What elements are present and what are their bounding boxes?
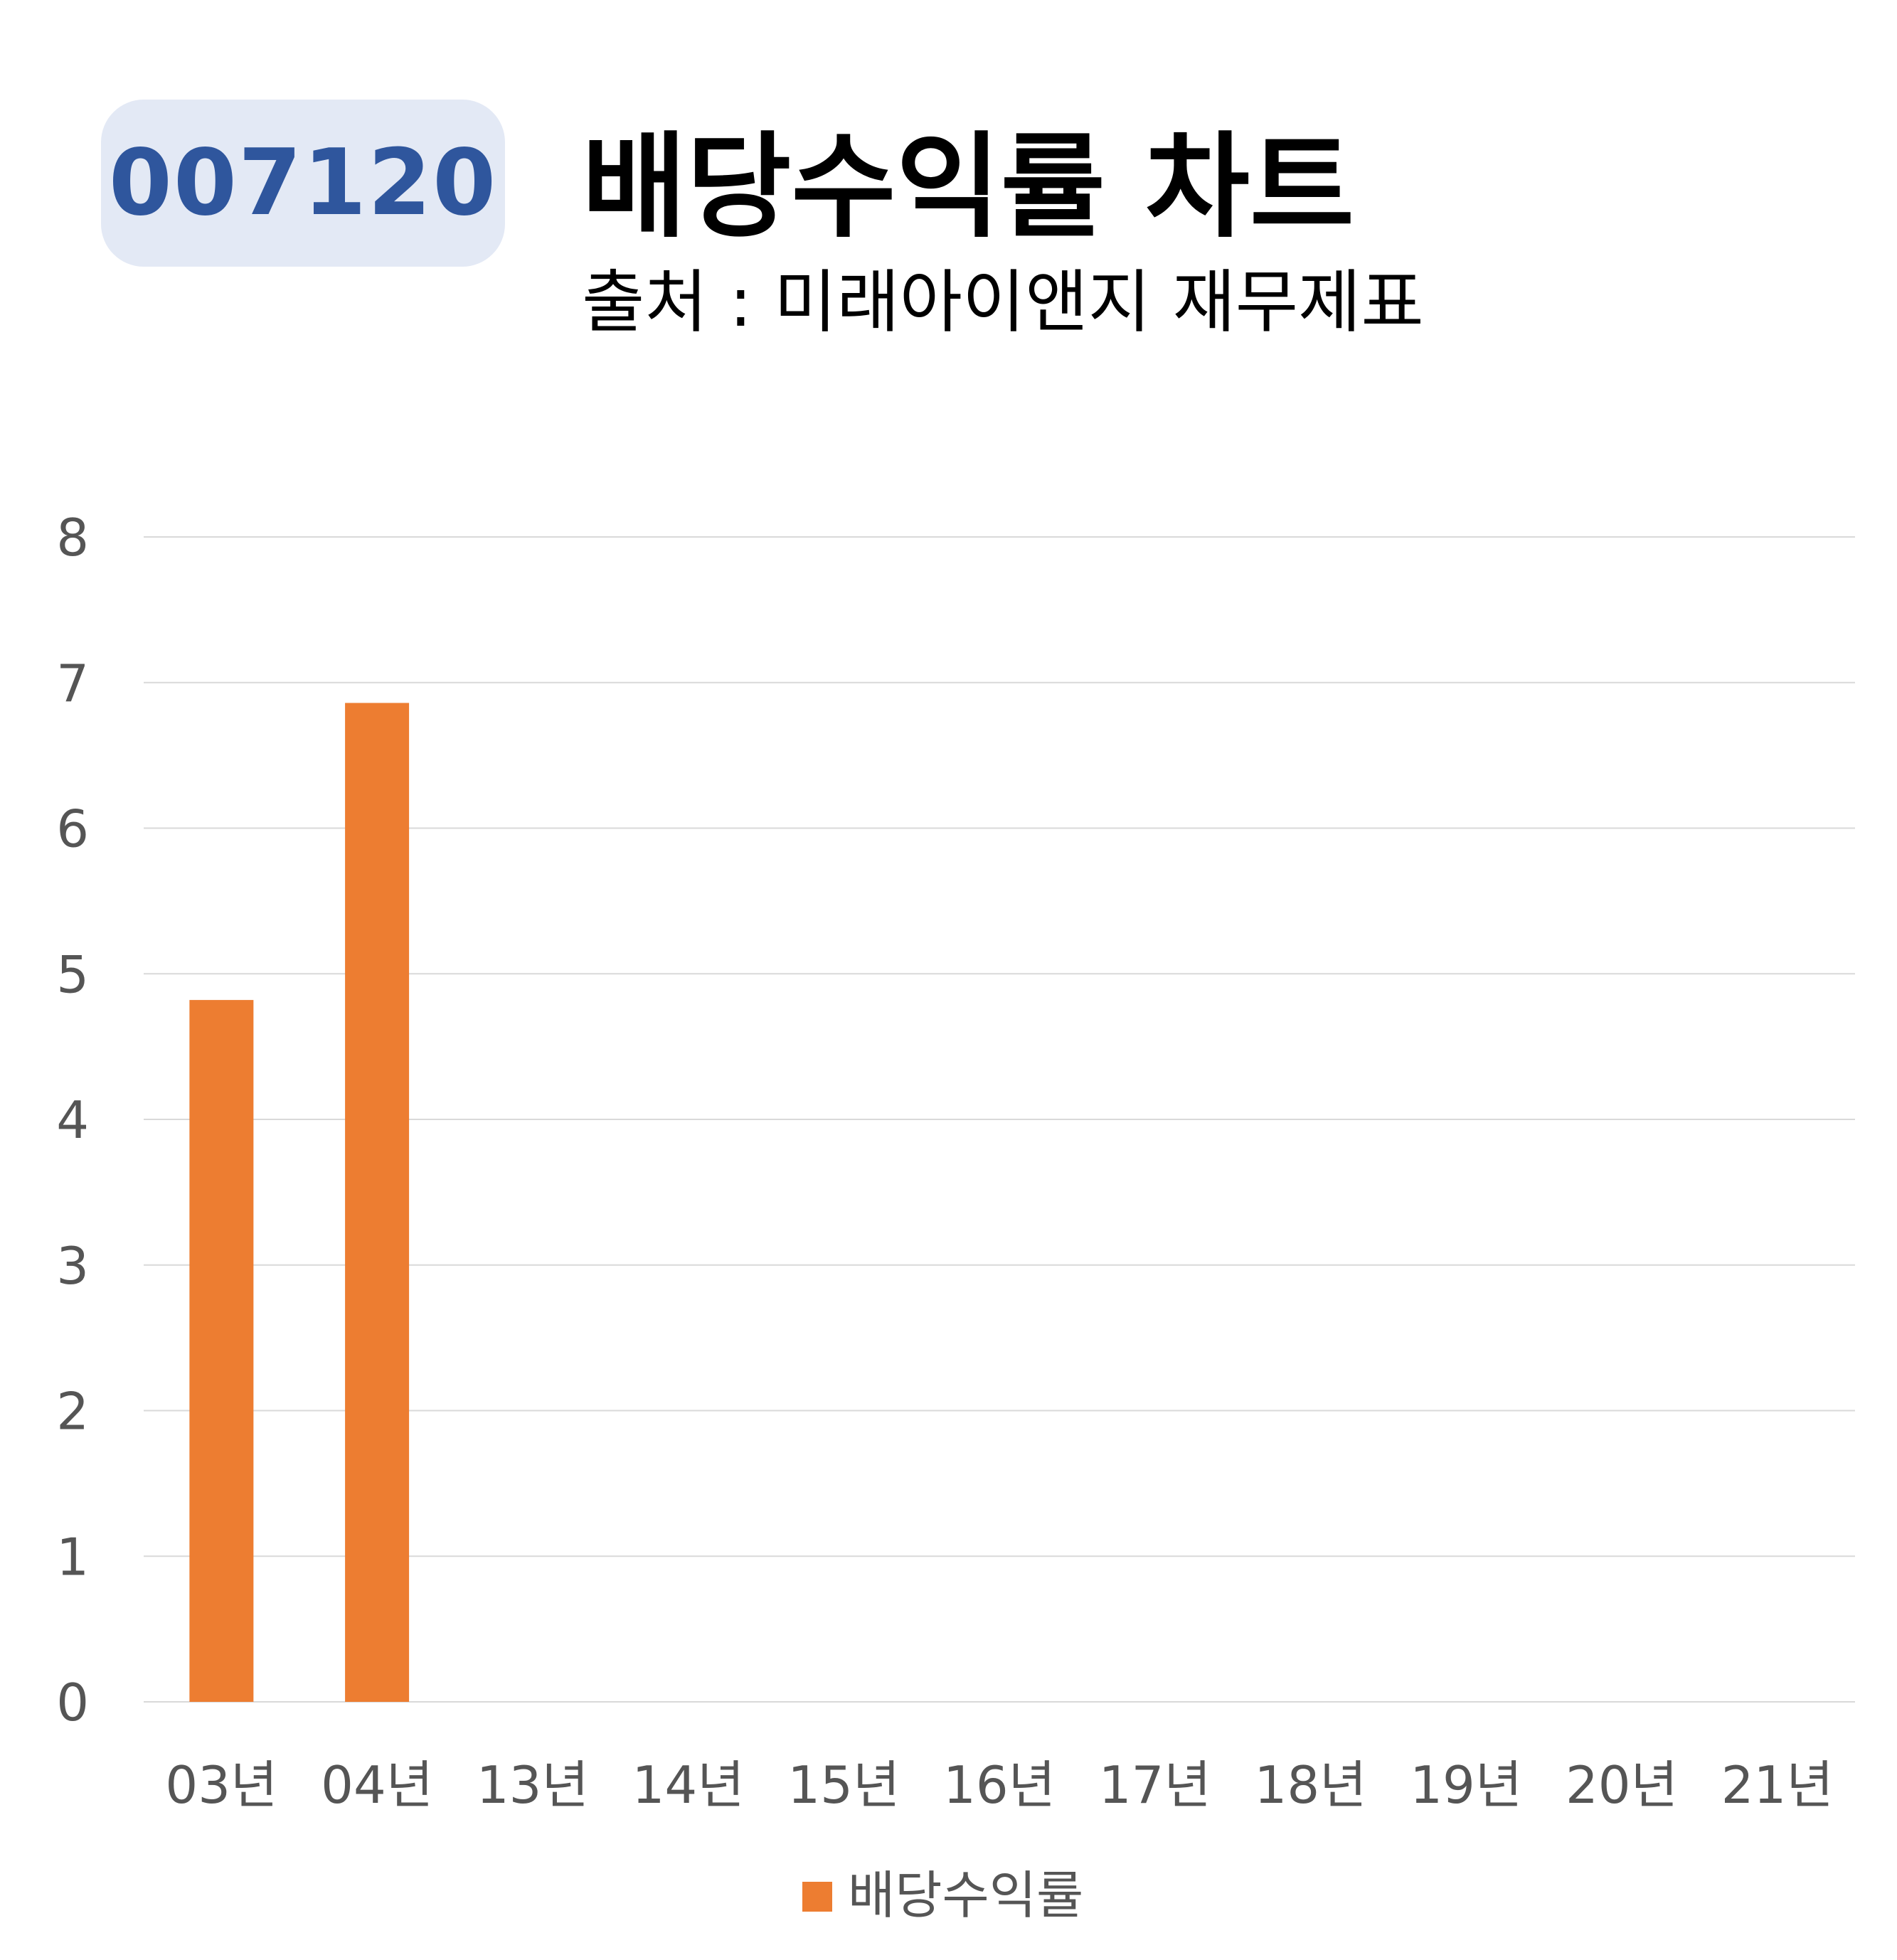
y-tick-label: 5 xyxy=(56,944,89,1004)
y-tick-label: 1 xyxy=(56,1527,89,1587)
y-tick-label: 7 xyxy=(56,654,89,713)
x-tick-label: 19년 xyxy=(1410,1755,1522,1815)
chart-title: 배당수익률 차트 xyxy=(582,120,1355,253)
x-tick-label: 13년 xyxy=(477,1755,589,1815)
legend-swatch xyxy=(802,1882,832,1912)
y-tick-label: 0 xyxy=(56,1673,89,1732)
stock-code-badge: 007120 xyxy=(101,100,505,267)
x-tick-label: 04년 xyxy=(321,1755,433,1815)
x-tick-label: 14년 xyxy=(632,1755,745,1815)
bar xyxy=(345,703,410,1702)
y-tick-label: 4 xyxy=(56,1090,89,1150)
stock-code: 007120 xyxy=(108,130,498,236)
legend: 배당수익률 xyxy=(802,1865,1083,1925)
y-tick-label: 3 xyxy=(56,1236,89,1296)
x-tick-label: 03년 xyxy=(165,1755,277,1815)
y-tick-label: 8 xyxy=(56,508,89,568)
chart-subtitle: 출처 : 미래아이앤지 재무제표 xyxy=(582,262,1424,342)
x-tick-label: 17년 xyxy=(1099,1755,1211,1815)
gridlines xyxy=(144,536,1855,1703)
y-axis-ticks: 0 1 2 3 4 5 6 7 8 xyxy=(56,508,89,1732)
legend-label: 배당수익률 xyxy=(848,1865,1083,1925)
x-tick-label: 15년 xyxy=(787,1755,900,1815)
x-tick-label: 16년 xyxy=(943,1755,1056,1815)
y-tick-label: 2 xyxy=(56,1382,89,1442)
bar xyxy=(189,1000,254,1702)
x-axis-ticks: 03년 04년 13년 14년 15년 16년 17년 18년 19년 20년 21년 xyxy=(165,1755,1833,1815)
x-tick-label: 21년 xyxy=(1721,1755,1834,1815)
bars xyxy=(189,703,410,1702)
x-tick-label: 18년 xyxy=(1255,1755,1367,1815)
x-tick-label: 20년 xyxy=(1566,1755,1678,1815)
y-tick-label: 6 xyxy=(56,799,89,859)
